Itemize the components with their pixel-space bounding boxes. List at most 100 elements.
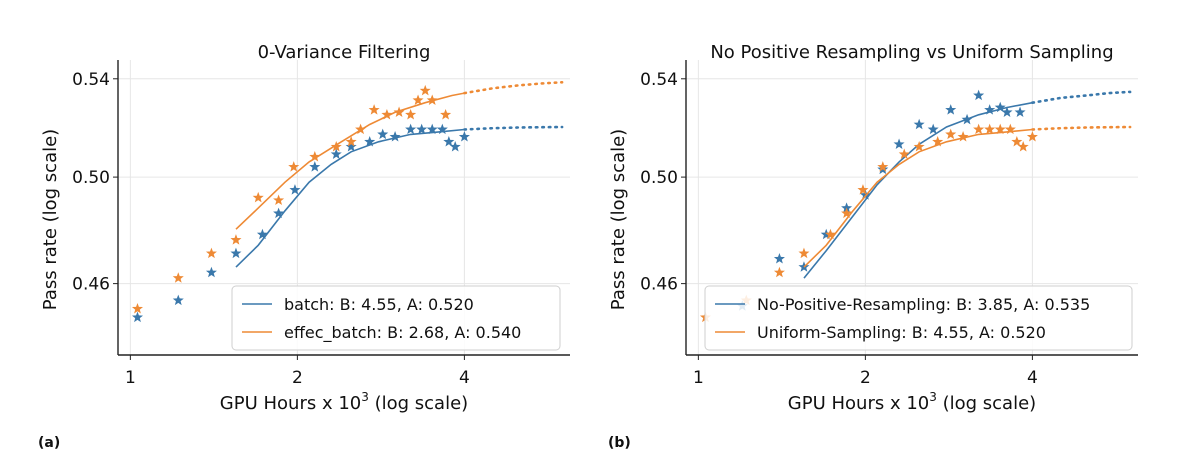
data-point-star xyxy=(426,123,438,135)
data-point-star xyxy=(458,131,470,142)
data-point-star xyxy=(131,311,143,323)
data-point-star xyxy=(364,136,376,147)
data-point-star xyxy=(994,101,1006,113)
data-point-star xyxy=(440,108,452,120)
data-point-star xyxy=(405,123,417,135)
data-point-star xyxy=(1026,131,1038,142)
data-point-star xyxy=(957,131,969,142)
data-point-star xyxy=(859,189,871,200)
panel-label: (a) xyxy=(38,435,60,451)
x-axis-label-main: GPU Hours x 10 xyxy=(220,393,361,414)
data-point-star xyxy=(289,184,301,195)
data-point-star xyxy=(773,266,785,278)
data-point-star xyxy=(1001,106,1013,118)
data-point-star xyxy=(426,94,438,105)
x-tick-label: 1 xyxy=(693,368,704,388)
data-point-star xyxy=(443,136,455,147)
data-point-star xyxy=(256,228,268,240)
data-point-star xyxy=(841,202,853,213)
data-point-star xyxy=(984,123,996,135)
data-point-star xyxy=(405,108,417,120)
data-point-star xyxy=(205,266,217,278)
extrapolation-line xyxy=(1031,125,1132,131)
legend-label: No-Positive-Resampling: B: 3.85, A: 0.53… xyxy=(757,295,1090,314)
x-axis-label: GPU Hours x 103 (log scale) xyxy=(788,390,1036,414)
x-axis-label: GPU Hours x 103 (log scale) xyxy=(220,390,468,414)
data-point-star xyxy=(798,247,810,259)
data-point-star xyxy=(436,123,448,135)
data-point-star xyxy=(393,106,405,118)
data-point-star xyxy=(345,136,357,147)
data-point-star xyxy=(893,138,905,149)
series-blue xyxy=(736,89,1132,311)
x-axis-label-suffix: (log scale) xyxy=(937,393,1036,414)
x-tick-label: 2 xyxy=(860,368,871,388)
chart-title: 0-Variance Filtering xyxy=(258,42,431,63)
x-axis-label-superscript: 3 xyxy=(929,390,937,404)
data-point-star xyxy=(773,253,785,264)
data-point-star xyxy=(355,123,367,135)
y-tick-label: 0.54 xyxy=(640,70,678,90)
fit-line xyxy=(235,92,465,230)
data-point-star xyxy=(368,104,380,115)
y-tick-label: 0.50 xyxy=(640,168,678,188)
fit-line xyxy=(235,128,465,268)
data-point-star xyxy=(416,123,428,135)
data-point-star xyxy=(412,94,424,105)
data-point-star xyxy=(994,123,1006,135)
data-point-star xyxy=(945,104,957,115)
legend-box xyxy=(704,285,1133,351)
data-point-star xyxy=(1004,123,1016,135)
data-point-star xyxy=(824,228,836,240)
data-point-star xyxy=(377,128,389,140)
data-point-star xyxy=(330,148,342,159)
y-tick-label: 0.46 xyxy=(72,275,110,295)
data-point-star xyxy=(172,272,184,283)
x-tick-label: 2 xyxy=(292,368,303,388)
data-point-star xyxy=(419,84,431,96)
y-tick-label: 0.54 xyxy=(72,70,110,90)
legend-label: Uniform-Sampling: B: 4.55, A: 0.520 xyxy=(757,323,1046,342)
legend-label: effec_batch: B: 2.68, A: 0.540 xyxy=(284,323,521,343)
x-tick-label: 1 xyxy=(125,368,136,388)
extrapolation-line xyxy=(463,125,564,131)
extrapolation-line xyxy=(463,81,564,95)
data-point-star xyxy=(857,184,869,195)
data-point-star xyxy=(973,123,985,135)
data-point-star xyxy=(927,123,939,135)
data-point-star xyxy=(1014,106,1026,118)
chart-panel-b: 1 2 4 0.46 0.50 0.54 No Positive Resampling vs… xyxy=(608,42,1138,451)
fit-line xyxy=(803,128,1033,268)
data-point-star xyxy=(230,247,242,259)
extrapolation-line xyxy=(1031,90,1132,104)
data-point-star xyxy=(205,247,217,259)
legend-label: batch: B: 4.55, A: 0.520 xyxy=(284,295,474,314)
data-point-star xyxy=(913,118,925,130)
data-point-star xyxy=(230,234,242,245)
chart-panel-a: 1 2 4 0.46 0.50 0.54 0-Variance Filtering GPU H… xyxy=(38,42,570,451)
data-point-star xyxy=(945,128,957,140)
data-point-star xyxy=(984,104,996,115)
x-tick-label: 4 xyxy=(1027,368,1038,388)
data-point-star xyxy=(973,89,985,101)
legend-box xyxy=(231,285,561,351)
data-point-star xyxy=(389,131,401,142)
data-point-star xyxy=(309,151,321,162)
x-tick-label: 4 xyxy=(459,368,470,388)
fit-line xyxy=(803,101,1033,279)
data-point-star xyxy=(131,303,143,314)
data-point-star xyxy=(877,161,889,172)
data-point-star xyxy=(961,113,973,125)
data-point-star xyxy=(932,136,944,147)
data-point-star xyxy=(1011,136,1023,147)
y-tick-label: 0.50 xyxy=(72,168,110,188)
chart-title: No Positive Resampling vs Uniform Sampli… xyxy=(710,42,1113,63)
y-axis-label: Pass rate (log scale) xyxy=(40,129,61,310)
x-axis-label-superscript: 3 xyxy=(361,390,369,404)
data-point-star xyxy=(330,141,342,152)
data-point-star xyxy=(172,294,184,306)
data-point-star xyxy=(273,194,285,205)
series-orange xyxy=(131,81,564,314)
series-blue xyxy=(131,123,564,323)
